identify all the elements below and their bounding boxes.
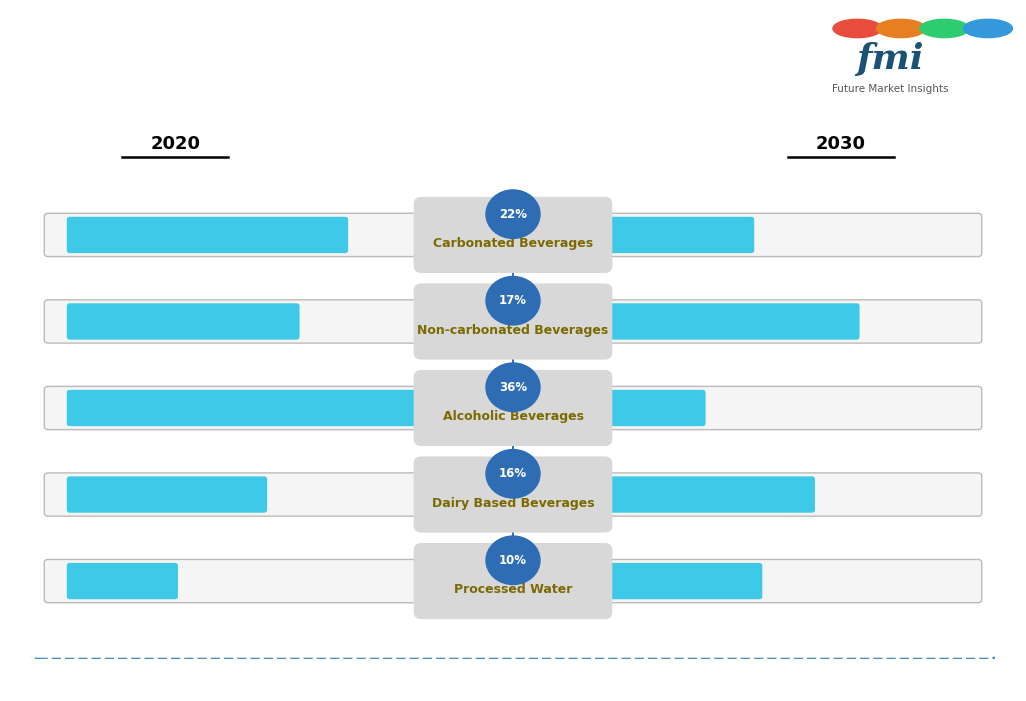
Text: Processed Water: Processed Water (453, 583, 573, 597)
FancyBboxPatch shape (67, 477, 267, 512)
Circle shape (833, 20, 882, 38)
FancyBboxPatch shape (44, 473, 483, 516)
FancyBboxPatch shape (44, 213, 483, 257)
Circle shape (486, 276, 540, 325)
FancyBboxPatch shape (543, 559, 982, 603)
FancyBboxPatch shape (546, 390, 706, 426)
FancyBboxPatch shape (67, 304, 300, 340)
FancyBboxPatch shape (67, 217, 348, 253)
FancyBboxPatch shape (44, 559, 483, 603)
FancyBboxPatch shape (67, 390, 429, 426)
Circle shape (920, 20, 969, 38)
FancyBboxPatch shape (413, 283, 613, 360)
Text: fmi: fmi (857, 42, 923, 76)
Text: Future Market Insights: Future Market Insights (832, 84, 948, 95)
FancyBboxPatch shape (546, 563, 762, 599)
FancyBboxPatch shape (546, 477, 815, 512)
Text: Carbonated Beverages: Carbonated Beverages (433, 237, 593, 250)
FancyBboxPatch shape (413, 197, 613, 273)
FancyBboxPatch shape (413, 543, 613, 619)
Text: Non-carbonated Beverages: Non-carbonated Beverages (418, 324, 608, 336)
Text: 36%: 36% (499, 381, 527, 394)
FancyBboxPatch shape (67, 563, 177, 599)
FancyBboxPatch shape (546, 217, 754, 253)
FancyBboxPatch shape (543, 473, 982, 516)
FancyBboxPatch shape (543, 213, 982, 257)
Text: Beverage Processing Equipment Market Share Analysis: By
Beverage Type: Beverage Processing Equipment Market Sha… (18, 26, 736, 72)
Circle shape (486, 449, 540, 498)
Circle shape (486, 536, 540, 585)
Text: Dairy Based Beverages: Dairy Based Beverages (432, 497, 594, 510)
FancyBboxPatch shape (543, 386, 982, 430)
Text: Source: Future Market Insights: Source: Future Market Insights (12, 675, 215, 688)
Text: 22%: 22% (499, 207, 527, 221)
FancyBboxPatch shape (413, 456, 613, 533)
FancyBboxPatch shape (44, 386, 483, 430)
FancyBboxPatch shape (44, 300, 483, 343)
Circle shape (876, 20, 925, 38)
Text: Alcoholic Beverages: Alcoholic Beverages (442, 410, 584, 423)
Text: 10%: 10% (499, 554, 527, 567)
Circle shape (486, 363, 540, 411)
Text: 2030: 2030 (816, 135, 866, 153)
FancyBboxPatch shape (24, 101, 1002, 659)
Text: 2020: 2020 (151, 135, 200, 153)
Text: 17%: 17% (499, 294, 527, 307)
Circle shape (963, 20, 1013, 38)
FancyBboxPatch shape (546, 304, 860, 340)
FancyBboxPatch shape (413, 370, 613, 446)
FancyBboxPatch shape (543, 300, 982, 343)
Circle shape (486, 190, 540, 238)
Text: 16%: 16% (499, 468, 527, 480)
